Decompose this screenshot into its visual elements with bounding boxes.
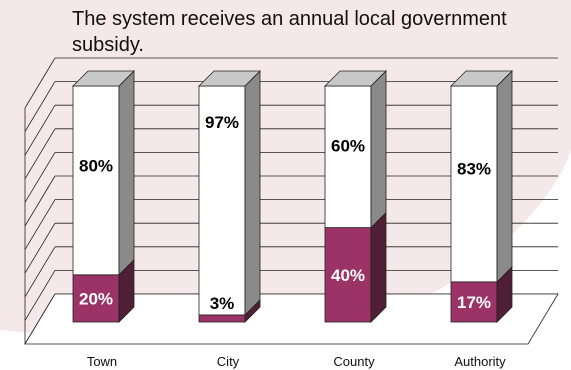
bar-segment-upper	[324, 85, 372, 229]
data-label-lower: 20%	[79, 289, 113, 308]
data-label-lower: 40%	[331, 266, 365, 285]
bar-segment-upper	[198, 85, 246, 316]
bar-side-lower	[370, 211, 387, 323]
category-label: County	[333, 354, 375, 369]
bar-top	[72, 70, 135, 87]
wall-gridline	[24, 175, 56, 227]
data-label-upper: 97%	[205, 113, 239, 132]
wall-gridline	[24, 128, 56, 180]
data-label-lower: 3%	[210, 294, 235, 313]
data-label-upper: 60%	[331, 136, 365, 155]
wall-gridline	[24, 81, 56, 132]
chart-title: The system receives an annual local gove…	[72, 8, 507, 56]
bar-segment-upper	[72, 85, 120, 276]
wall-gridline	[24, 199, 56, 250]
chart-floor	[24, 293, 559, 345]
wall-gridline	[24, 270, 56, 321]
bar-top	[450, 70, 513, 87]
bar-side-upper	[118, 70, 135, 276]
wall-gridline	[24, 246, 56, 298]
data-label-upper: 83%	[457, 159, 491, 178]
bar-side-upper	[244, 70, 261, 316]
wall-gridline	[24, 222, 56, 274]
category-label: Town	[87, 354, 117, 369]
category-label: Authority	[454, 354, 506, 369]
bar-top	[198, 70, 261, 87]
chart-bars	[72, 70, 513, 323]
bar-side-upper	[496, 70, 513, 283]
category-label: City	[217, 354, 240, 369]
wall-gridline	[24, 152, 56, 203]
data-label-upper: 80%	[79, 156, 113, 175]
bar-top	[324, 70, 387, 87]
bar-segment-lower	[72, 274, 120, 323]
bar-segment-lower	[198, 314, 246, 323]
bar-side-upper	[370, 70, 387, 229]
wall-gridline	[24, 57, 56, 109]
wall-gridline	[24, 104, 56, 156]
data-label-lower: 17%	[457, 293, 491, 312]
chart-labels: 20% 80% Town 3% 97% City 40% 60% County 17% 83% Aut…	[79, 113, 506, 369]
bar-segment-lower	[324, 227, 372, 323]
bar-segment-upper	[450, 85, 498, 283]
